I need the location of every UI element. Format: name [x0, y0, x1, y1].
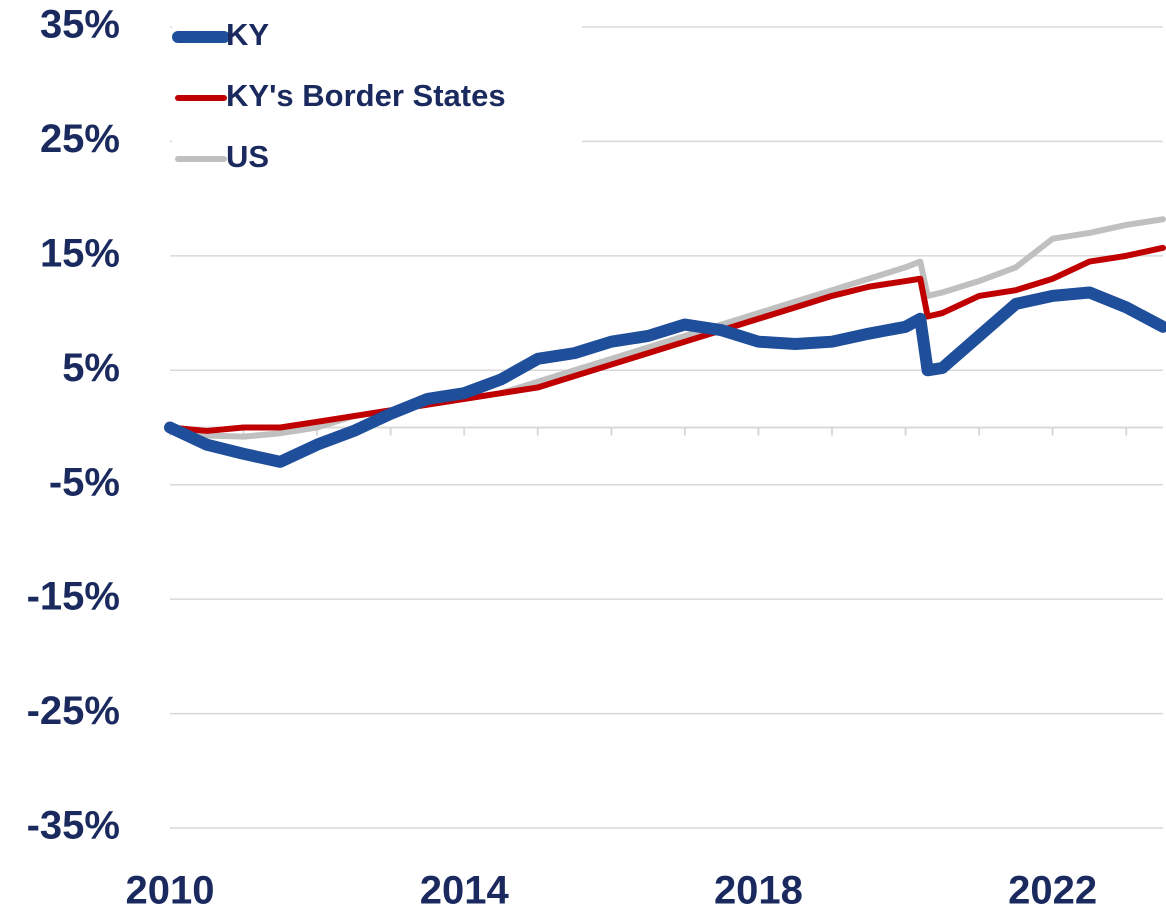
- y-tick-label: -15%: [27, 575, 120, 619]
- y-tick-label: 15%: [40, 231, 120, 275]
- series-line: [167, 244, 1166, 434]
- y-tick-label: 25%: [40, 117, 120, 161]
- x-tick-label: 2014: [420, 869, 510, 913]
- x-tick-label: 2010: [126, 869, 215, 913]
- legend-label: KY's Border States: [226, 78, 506, 113]
- x-tick-label: 2022: [1008, 869, 1097, 913]
- series-line: [164, 286, 1166, 468]
- legend-label: US: [226, 139, 269, 174]
- x-tick-label: 2018: [714, 869, 803, 913]
- y-tick-label: 5%: [62, 346, 120, 390]
- y-tick-label: 35%: [40, 3, 120, 47]
- y-tick-label: -35%: [27, 804, 120, 848]
- y-tick-label: -25%: [27, 689, 120, 733]
- legend-background: [172, 0, 582, 190]
- y-tick-label: -5%: [49, 460, 120, 504]
- legend-label: KY: [226, 17, 269, 52]
